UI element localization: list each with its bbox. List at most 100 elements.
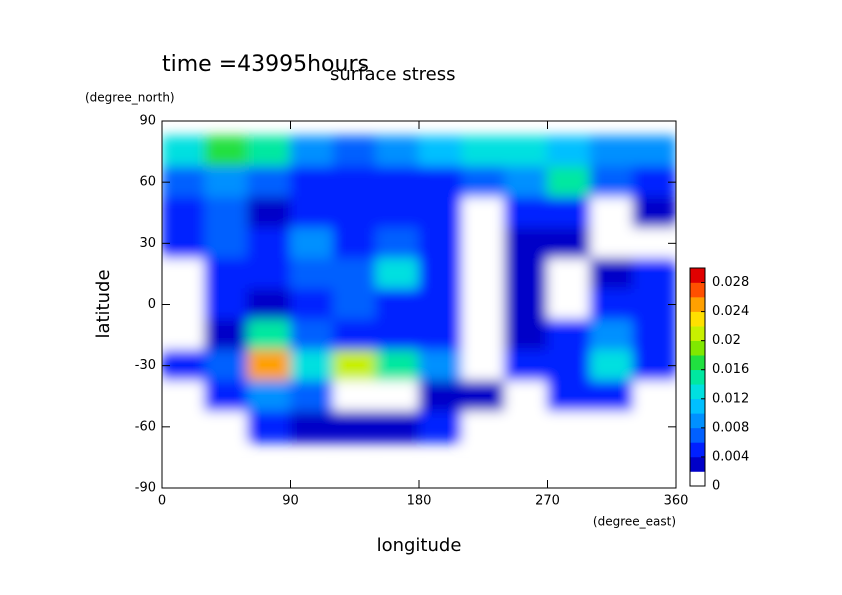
field-cell [375,227,420,260]
colorbar-bin [690,282,705,298]
field-cell [504,166,548,198]
field-cell [632,196,676,229]
field-cell [547,258,591,290]
field-cell [204,349,249,382]
field-cell [290,135,334,168]
x-tick-label: 180 [407,494,432,509]
x-tick-label: 0 [158,494,166,509]
field-cell [632,380,676,413]
field-cell [418,258,463,290]
field-cell [332,349,377,382]
field-cell [418,411,463,443]
field-cell [632,135,676,168]
field-cell [204,319,249,351]
colorbar-frame [689,267,706,487]
field-cell [547,349,591,382]
field-cell [418,319,463,351]
field-cell [504,319,548,351]
field-cell [247,166,291,198]
field-cell [247,227,291,260]
field-cell [504,288,548,321]
field-cell [290,380,334,413]
field-cell [418,196,463,229]
field-cell [461,349,506,382]
field-cell [547,319,591,351]
field-cell [332,319,377,351]
field-cell [332,411,377,443]
field-cell [290,411,334,443]
chart-title: surface stress [330,64,456,85]
colorbar-tick-label: 0.028 [712,275,749,290]
field-cell [290,227,334,260]
field-cell [418,166,463,198]
field-cell [589,349,634,382]
colorbar-bin [690,398,705,414]
field-cell [204,135,249,168]
field-cell [461,135,506,168]
y-tick-label: -30 [135,358,156,373]
field-cell [204,380,249,413]
colorbar-tick-label: 0.008 [712,420,749,435]
field-cell [162,135,206,168]
field-cell [504,196,548,229]
y-tick-label: -60 [135,419,156,434]
colorbar-bin [690,442,705,458]
field-cell [204,166,249,198]
colorbar-bin [690,297,705,312]
colorbar-bin [690,268,705,283]
colorbar-tick-label: 0.012 [712,391,749,406]
field-cell [504,349,548,382]
field-cell [589,258,634,290]
x-tick-label: 90 [282,494,299,509]
field-cell [547,288,591,321]
field-cell [547,196,591,229]
field-cell [632,319,676,351]
field-cell [547,135,591,168]
field-cell [247,349,291,382]
field-cell [375,380,420,413]
y-tick-label: 60 [139,175,156,190]
field-cell [290,319,334,351]
field-cell [461,227,506,260]
field-cell [589,227,634,260]
field-cell [375,196,420,229]
field-cell [247,411,291,443]
field-cell [375,258,420,290]
field-cell [204,227,249,260]
colorbar-bin [690,413,705,429]
y-tick-label: 30 [139,236,156,251]
field-cell [461,196,506,229]
colorbar-tick-label: 0 [712,479,720,494]
field-cell [290,196,334,229]
colorbar-bin [690,471,705,487]
x-tick-label: 360 [664,494,689,509]
x-unit: (degree_east) [593,515,676,529]
field-cell [547,411,591,443]
colorbar-bin [690,311,705,327]
field-cell [162,319,206,351]
field-cell [247,380,291,413]
field-cell [504,411,548,443]
field-cell [504,380,548,413]
field-cell [247,196,291,229]
field-cell [589,411,634,443]
field-cell [589,135,634,168]
field-cell [589,166,634,198]
field-cell [547,166,591,198]
field-cell [547,380,591,413]
colorbar-bin [690,427,705,443]
field-cell [375,135,420,168]
field-cell [204,411,249,443]
field-cell [418,380,463,413]
field-cell [461,319,506,351]
colorbar-tick-label: 0.02 [712,333,741,348]
y-unit: (degree_north) [85,91,175,105]
colorbar-tick-label: 0.016 [712,362,749,377]
field-cell [461,380,506,413]
colorbar-bin [690,326,705,341]
time-annotation: time =43995hours [162,52,369,77]
x-label: longitude [377,535,462,556]
field-cell [589,288,634,321]
field-cell [504,227,548,260]
